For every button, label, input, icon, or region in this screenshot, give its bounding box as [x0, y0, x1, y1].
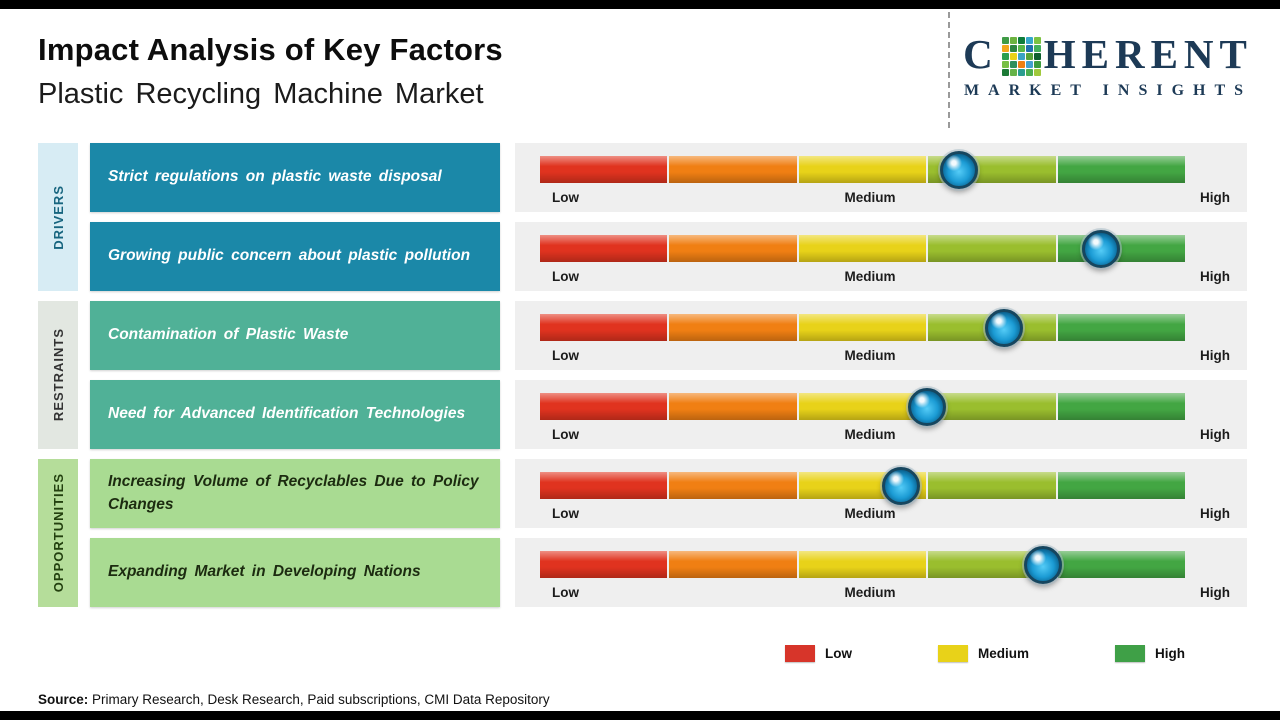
impact-bar-segment	[540, 393, 668, 420]
impact-scale-panel: Low Medium High	[515, 538, 1247, 607]
impact-bar-segment	[1057, 393, 1186, 420]
group-label-restraints: RESTRAINTS	[38, 301, 78, 449]
bottom-edge-bar	[0, 711, 1280, 720]
impact-bar	[540, 150, 1186, 189]
factor-box: Strict regulations on plastic waste disp…	[90, 143, 500, 212]
impact-bar-segment	[540, 235, 668, 262]
impact-bar-segment	[928, 393, 1056, 420]
factor-row: Expanding Market in Developing Nations L…	[90, 538, 1262, 607]
impact-marker-icon	[882, 466, 921, 505]
impact-bar	[540, 229, 1186, 268]
impact-scale-panel: Low Medium High	[515, 222, 1247, 291]
impact-marker-icon	[908, 387, 946, 426]
impact-bar-segment	[540, 314, 668, 341]
scale-labels: Low Medium High	[552, 506, 1230, 521]
scale-labels: Low Medium High	[552, 190, 1230, 205]
impact-bar	[540, 466, 1186, 505]
impact-scale-panel: Low Medium High	[515, 143, 1247, 212]
impact-bar-segment	[540, 472, 668, 499]
impact-marker-icon	[985, 308, 1024, 347]
scale-labels: Low Medium High	[552, 348, 1230, 363]
impact-bar	[540, 387, 1186, 426]
impact-bar-segment	[669, 393, 797, 420]
impact-bar-segment	[1057, 156, 1186, 183]
impact-bar-segment	[1057, 472, 1186, 499]
factor-box: Increasing Volume of Recyclables Due to …	[90, 459, 500, 528]
impact-bar-segment	[669, 156, 797, 183]
impact-bar-segment	[798, 314, 927, 341]
impact-marker-icon	[1024, 545, 1063, 584]
impact-matrix: DRIVERS Strict regulations on plastic wa…	[38, 143, 1262, 607]
factor-row: Strict regulations on plastic waste disp…	[90, 143, 1262, 212]
impact-bar-segment	[1057, 551, 1186, 578]
factor-row: Need for Advanced Identification Technol…	[90, 380, 1262, 449]
header: Impact Analysis of Key Factors Plastic R…	[38, 32, 503, 111]
impact-bar-segment	[669, 314, 797, 341]
group-label-drivers: DRIVERS	[38, 143, 78, 291]
legend-swatch-low	[784, 645, 815, 662]
impact-bar-segment	[798, 393, 927, 420]
impact-bar-segment	[540, 551, 668, 578]
impact-scale-panel: Low Medium High	[515, 459, 1247, 528]
group-label-opportunities: OPPORTUNITIES	[38, 459, 78, 607]
logo-letters-herent: HERENT	[1043, 31, 1253, 77]
factor-box: Expanding Market in Developing Nations	[90, 538, 500, 607]
legend: Low Medium High	[784, 645, 1185, 662]
top-edge-bar	[0, 0, 1280, 9]
factor-row: Contamination of Plastic Waste Low Mediu…	[90, 301, 1262, 370]
factor-box: Contamination of Plastic Waste	[90, 301, 500, 370]
impact-bar-segment	[669, 235, 797, 262]
logo-mosaic-o-icon	[1001, 36, 1041, 76]
factor-row: Growing public concern about plastic pol…	[90, 222, 1262, 291]
legend-item-low: Low	[784, 645, 852, 662]
logo-subtitle: MARKET INSIGHTS	[963, 82, 1253, 99]
impact-bar-segment	[1057, 314, 1186, 341]
impact-bar-segment	[1057, 235, 1186, 262]
coherent-market-insights-logo: C HERENT MARKET INSIGHTS	[958, 30, 1258, 100]
legend-swatch-high	[1115, 645, 1145, 662]
impact-bar-segment	[669, 551, 797, 578]
legend-swatch-medium	[937, 645, 968, 662]
group-opportunities: OPPORTUNITIES Increasing Volume of Recyc…	[38, 459, 1262, 607]
factor-row: Increasing Volume of Recyclables Due to …	[90, 459, 1262, 528]
impact-marker-icon	[940, 150, 979, 189]
page-subtitle: Plastic Recycling Machine Market	[38, 78, 484, 110]
impact-marker-icon	[1082, 229, 1121, 268]
logo-letter-c: C	[963, 31, 999, 77]
logo-divider	[948, 12, 950, 128]
factor-box: Need for Advanced Identification Technol…	[90, 380, 500, 449]
logo-wordmark: C HERENT	[958, 30, 1258, 78]
source-note: Source: Primary Research, Desk Research,…	[38, 692, 550, 707]
impact-scale-panel: Low Medium High	[515, 380, 1247, 449]
legend-item-high: High	[1115, 645, 1185, 662]
impact-bar-segment	[798, 235, 927, 262]
impact-bar-segment	[928, 472, 1056, 499]
scale-labels: Low Medium High	[552, 427, 1230, 442]
impact-scale-panel: Low Medium High	[515, 301, 1247, 370]
impact-bar	[540, 545, 1186, 584]
group-restraints: RESTRAINTS Contamination of Plastic Wast…	[38, 301, 1262, 449]
impact-bar	[540, 308, 1186, 347]
scale-labels: Low Medium High	[552, 585, 1230, 600]
impact-bar-segment	[928, 235, 1056, 262]
impact-bar-segment	[798, 551, 927, 578]
impact-bar-segment	[669, 472, 797, 499]
page-title: Impact Analysis of Key Factors	[38, 32, 503, 67]
impact-bar-segment	[540, 156, 668, 183]
scale-labels: Low Medium High	[552, 269, 1230, 284]
factor-box: Growing public concern about plastic pol…	[90, 222, 500, 291]
legend-item-medium: Medium	[937, 645, 1029, 662]
impact-bar-segment	[798, 156, 927, 183]
group-drivers: DRIVERS Strict regulations on plastic wa…	[38, 143, 1262, 291]
